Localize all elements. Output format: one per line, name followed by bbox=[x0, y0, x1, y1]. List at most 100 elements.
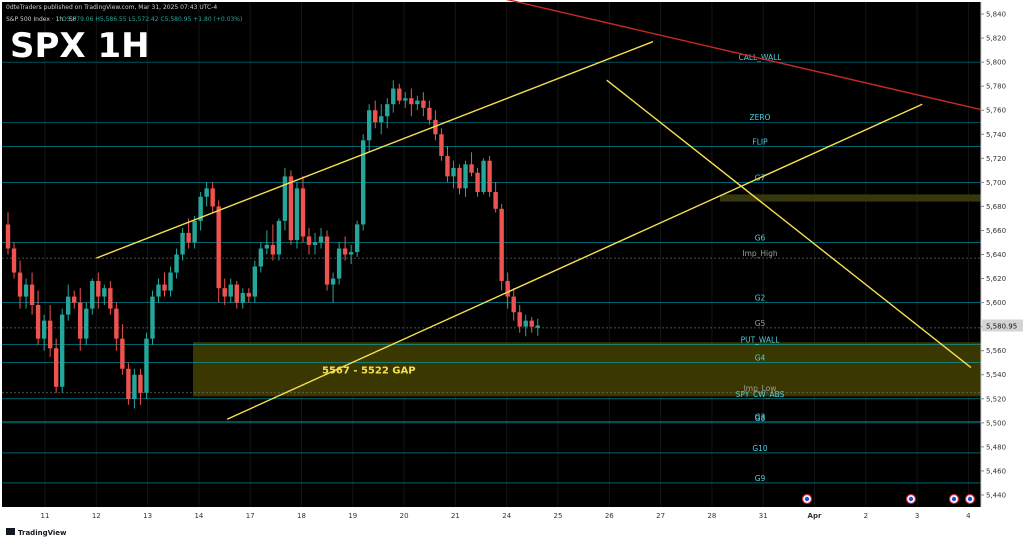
candle bbox=[156, 278, 161, 303]
candle-body bbox=[41, 320, 47, 339]
candle-body bbox=[493, 191, 498, 209]
candle bbox=[421, 92, 426, 117]
candle bbox=[427, 100, 432, 125]
candle bbox=[180, 228, 185, 261]
candle-body bbox=[102, 288, 107, 297]
candle bbox=[96, 272, 101, 309]
event-marker-icon bbox=[964, 493, 976, 505]
candle-body bbox=[529, 320, 534, 327]
plot-background bbox=[2, 2, 981, 507]
time-tick-label: 27 bbox=[656, 512, 665, 520]
candle-body bbox=[385, 104, 390, 117]
resistance-zone bbox=[720, 194, 981, 202]
candle bbox=[66, 284, 71, 321]
candle-body bbox=[373, 110, 378, 123]
candle bbox=[192, 216, 197, 249]
candle-body bbox=[427, 107, 432, 120]
footer-brand: TradingView bbox=[18, 529, 67, 537]
event-marker-dot bbox=[967, 496, 973, 502]
level-label: G8 bbox=[755, 414, 766, 423]
candle-body bbox=[246, 292, 251, 297]
candle bbox=[90, 278, 95, 315]
candle-body bbox=[240, 292, 245, 303]
candle bbox=[529, 317, 534, 333]
candle bbox=[499, 204, 504, 291]
price-tick-label: 5,700 bbox=[986, 179, 1006, 187]
time-tick-label: 24 bbox=[502, 512, 511, 520]
time-tick-label: 13 bbox=[143, 512, 152, 520]
price-tick-label: 5,740 bbox=[986, 131, 1006, 139]
candle bbox=[445, 146, 450, 183]
candle-body bbox=[379, 116, 384, 123]
price-tick-label: 5,760 bbox=[986, 107, 1006, 115]
candle-body bbox=[78, 302, 83, 339]
candle-body bbox=[186, 232, 191, 243]
price-tick-label: 5,820 bbox=[986, 35, 1006, 43]
candle-body bbox=[505, 280, 510, 297]
trendline-descending bbox=[606, 79, 972, 369]
level-label: G4 bbox=[755, 354, 766, 363]
publisher-line: 0dteTraders published on TradingView.com… bbox=[6, 4, 217, 11]
candle-body bbox=[397, 88, 402, 101]
candle bbox=[276, 218, 282, 261]
candle-body bbox=[312, 242, 318, 245]
candle-body bbox=[270, 244, 276, 255]
ohlc-readout: O5,579.06 H5,586.55 L5,572.42 C5,580.95 … bbox=[62, 16, 242, 23]
candle bbox=[120, 324, 125, 375]
candle-body bbox=[84, 308, 89, 339]
candle-body bbox=[348, 252, 354, 255]
candle-body bbox=[487, 160, 492, 192]
candle-body bbox=[475, 172, 480, 192]
candle bbox=[409, 88, 414, 117]
candle bbox=[35, 290, 41, 345]
candle bbox=[318, 228, 324, 249]
candle-body bbox=[53, 348, 59, 387]
candle-body bbox=[330, 278, 336, 285]
candle bbox=[126, 362, 131, 405]
candle bbox=[523, 314, 528, 337]
candle-body bbox=[138, 374, 143, 393]
candle-body bbox=[451, 167, 456, 177]
time-tick-label: 4 bbox=[966, 512, 971, 520]
price-tick-label: 5,660 bbox=[986, 227, 1006, 235]
candle bbox=[312, 232, 318, 255]
candle bbox=[342, 236, 348, 261]
candle bbox=[47, 305, 53, 357]
candle-body bbox=[306, 236, 312, 245]
candle bbox=[330, 272, 336, 303]
level-label: SPY_CW_ABS bbox=[736, 390, 785, 399]
candle bbox=[457, 164, 462, 195]
time-tick-label: 26 bbox=[605, 512, 614, 520]
candle-body bbox=[360, 140, 366, 225]
candle bbox=[53, 338, 59, 393]
gap-zone-label: 5567 - 5522 GAP bbox=[322, 365, 416, 376]
time-tick-label: 12 bbox=[92, 512, 101, 520]
candle bbox=[397, 83, 402, 105]
candle-body bbox=[5, 224, 11, 249]
level-label: G3 bbox=[755, 413, 766, 422]
candle-body bbox=[11, 248, 17, 273]
candle bbox=[102, 284, 107, 305]
level-label: G6 bbox=[755, 233, 766, 242]
price-tick-label: 5,540 bbox=[986, 371, 1006, 379]
time-tick-label: 2 bbox=[864, 512, 868, 520]
candle bbox=[144, 332, 149, 399]
time-tick-label: 25 bbox=[554, 512, 563, 520]
candle-body bbox=[59, 314, 65, 387]
candle bbox=[306, 228, 312, 255]
trendline-channel-lower bbox=[226, 103, 923, 420]
level-label: G10 bbox=[752, 444, 768, 453]
candle bbox=[216, 200, 221, 303]
price-tick-label: 5,780 bbox=[986, 83, 1006, 91]
candle-body bbox=[234, 284, 239, 303]
candle bbox=[174, 248, 179, 279]
event-marker-icon bbox=[801, 493, 813, 505]
candle bbox=[391, 80, 396, 113]
candle bbox=[168, 266, 173, 297]
candle bbox=[360, 134, 366, 231]
trendline-channel-upper bbox=[96, 41, 654, 259]
candle bbox=[234, 280, 239, 309]
candle-body bbox=[216, 206, 221, 289]
